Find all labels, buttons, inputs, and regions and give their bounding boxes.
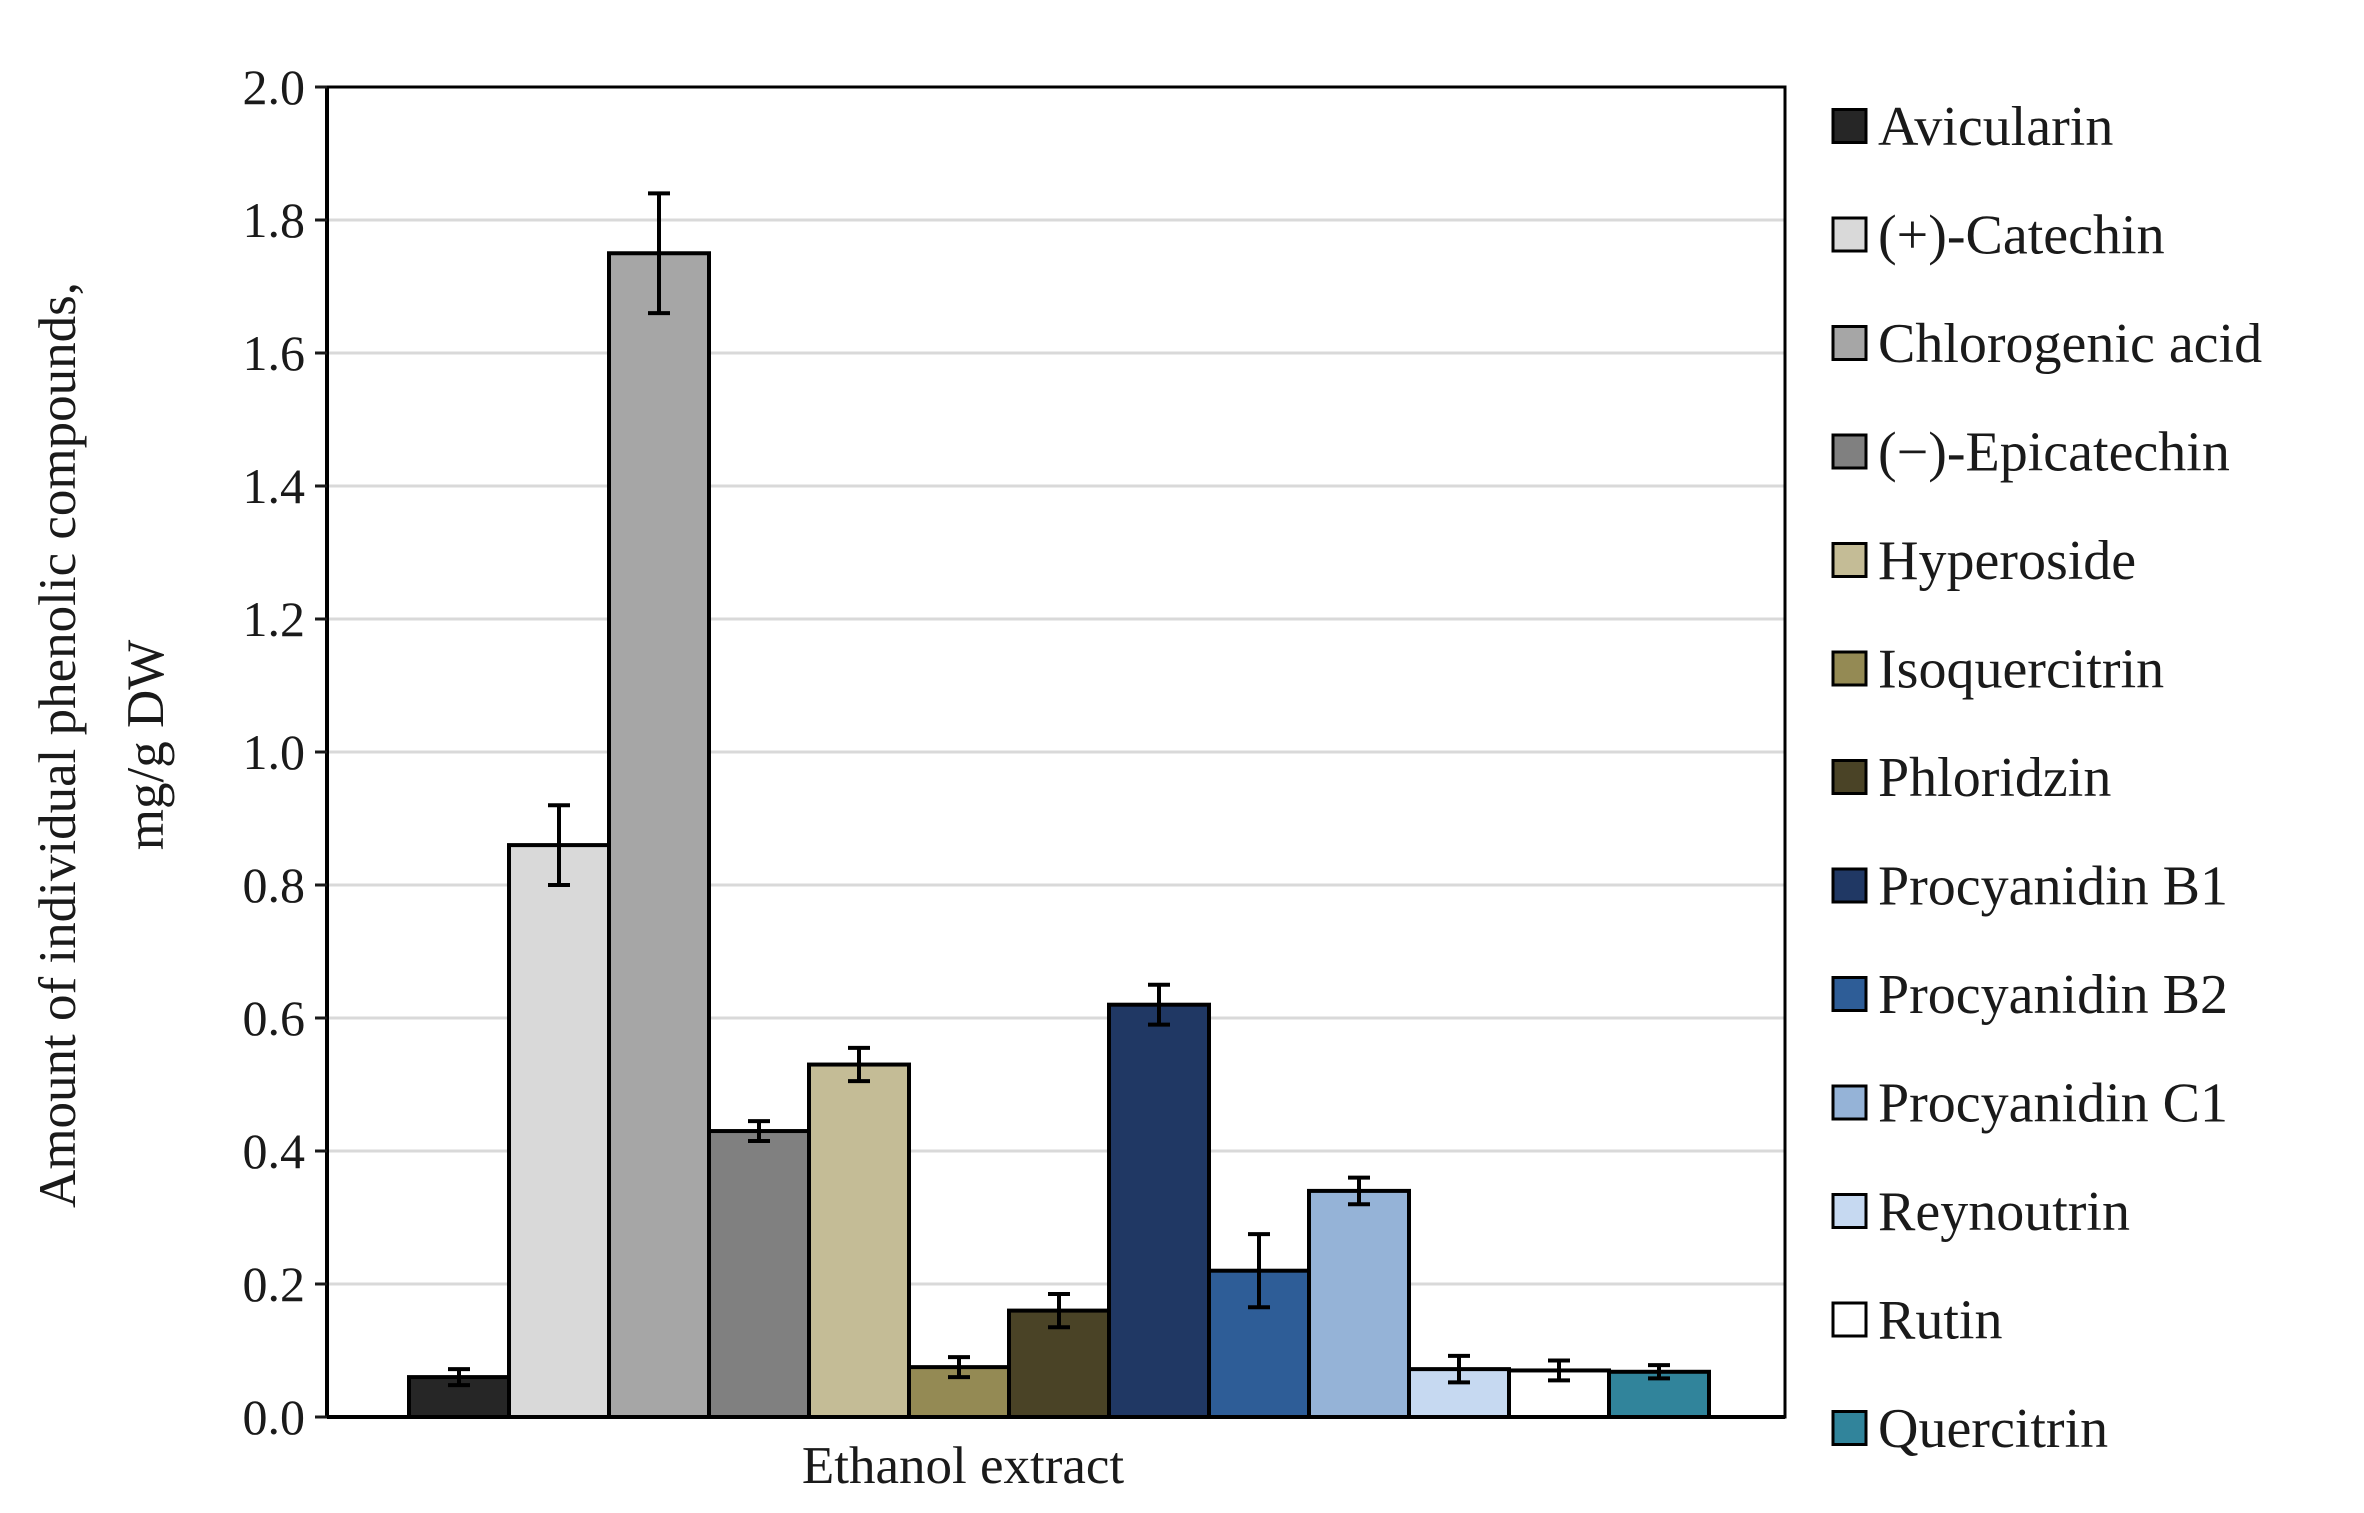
y-tick-label: 1.4 — [243, 458, 306, 514]
legend-swatch — [1831, 976, 1868, 1012]
error-bar-6 — [948, 1355, 970, 1380]
error-bar-7 — [1048, 1291, 1070, 1330]
error-bar-3 — [648, 191, 670, 316]
legend-item: (−)-Epicatechin — [1831, 422, 2230, 484]
error-bars — [448, 191, 1670, 1388]
legend-swatch — [1831, 542, 1868, 578]
legend-item: Avicularin — [1831, 96, 2113, 158]
bar-3 — [607, 251, 711, 1419]
y-tick-label: 0.8 — [243, 857, 306, 913]
error-bar-13 — [1648, 1363, 1670, 1381]
y-tick-label: 1.2 — [243, 591, 306, 647]
legend-item: Chlorogenic acid — [1831, 313, 2262, 375]
bar-2 — [507, 843, 611, 1419]
legend-label: Quercitrin — [1878, 1398, 2108, 1460]
legend-swatch — [1831, 108, 1868, 144]
legend-item: (+)-Catechin — [1831, 205, 2165, 267]
error-bar-12 — [1548, 1358, 1570, 1383]
legend-item: Isoquercitrin — [1831, 639, 2164, 701]
legend-item: Reynoutrin — [1831, 1181, 2130, 1243]
y-tick-label: 1.8 — [243, 192, 306, 248]
error-bar-4 — [748, 1119, 770, 1144]
legend-item: Quercitrin — [1831, 1398, 2108, 1460]
bar-10 — [1307, 1188, 1411, 1420]
legend-label: Hyperoside — [1878, 530, 2136, 592]
legend-label: Chlorogenic acid — [1878, 313, 2262, 375]
legend-item: Procyanidin B1 — [1831, 856, 2228, 918]
error-bar-11 — [1448, 1353, 1470, 1385]
y-axis-title: Amount of individual phenolic compounds, — [29, 282, 87, 1208]
legend-label: Procyanidin B1 — [1878, 856, 2228, 918]
legend-label: (−)-Epicatechin — [1878, 422, 2230, 484]
error-bar-8 — [1148, 982, 1170, 1027]
legend-label: Avicularin — [1878, 96, 2113, 158]
legend-label: Procyanidin C1 — [1878, 1073, 2228, 1135]
legend-item: Procyanidin C1 — [1831, 1073, 2228, 1135]
y-tick-labels: 0.0 0.2 0.4 0.6 0.8 1.0 1.2 1.4 1.6 1.8 2.0 — [243, 59, 327, 1445]
legend-swatch — [1831, 650, 1868, 687]
bar-5 — [807, 1062, 911, 1420]
bar-series — [407, 251, 1711, 1420]
legend-swatch — [1831, 1084, 1868, 1121]
y-tick-label: 1.6 — [243, 325, 306, 381]
legend-item: Procyanidin B2 — [1831, 964, 2228, 1026]
bar-4 — [707, 1129, 811, 1420]
y-tick-label: 0.0 — [243, 1389, 306, 1445]
legend-swatch — [1831, 1301, 1868, 1338]
error-bar-5 — [848, 1045, 870, 1084]
y-tick-label: 2.0 — [243, 59, 306, 115]
legend-label: Reynoutrin — [1878, 1181, 2130, 1243]
legend-label: (+)-Catechin — [1878, 205, 2165, 267]
legend-swatch — [1831, 867, 1868, 904]
legend-label: Procyanidin B2 — [1878, 964, 2228, 1026]
y-tick-label: 0.2 — [243, 1256, 306, 1312]
y-tick-label: 0.4 — [243, 1123, 306, 1179]
legend-item: Rutin — [1831, 1290, 2002, 1352]
legend-swatch — [1831, 1410, 1868, 1446]
legend: Avicularin (+)-Catechin Chlorogenic acid (−… — [1831, 96, 2262, 1460]
legend-swatch — [1831, 433, 1868, 470]
legend-label: Rutin — [1878, 1290, 2002, 1352]
error-bar-10 — [1348, 1175, 1370, 1207]
legend-swatch — [1831, 1193, 1868, 1229]
x-axis-category-label: Ethanol extract — [802, 1437, 1125, 1495]
legend-swatch — [1831, 216, 1868, 253]
bar-8 — [1107, 1002, 1211, 1419]
error-bar-2 — [548, 803, 570, 887]
y-axis-unit: mg/g DW — [117, 640, 175, 851]
error-bar-9 — [1248, 1232, 1270, 1310]
legend-swatch — [1831, 759, 1868, 795]
legend-item: Phloridzin — [1831, 747, 2111, 809]
legend-label: Isoquercitrin — [1878, 639, 2164, 701]
legend-item: Hyperoside — [1831, 530, 2136, 592]
y-tick-label: 1.0 — [243, 724, 306, 780]
y-tick-label: 0.6 — [243, 990, 306, 1046]
legend-label: Phloridzin — [1878, 747, 2111, 809]
legend-swatch — [1831, 325, 1868, 361]
error-bar-1 — [448, 1367, 470, 1388]
